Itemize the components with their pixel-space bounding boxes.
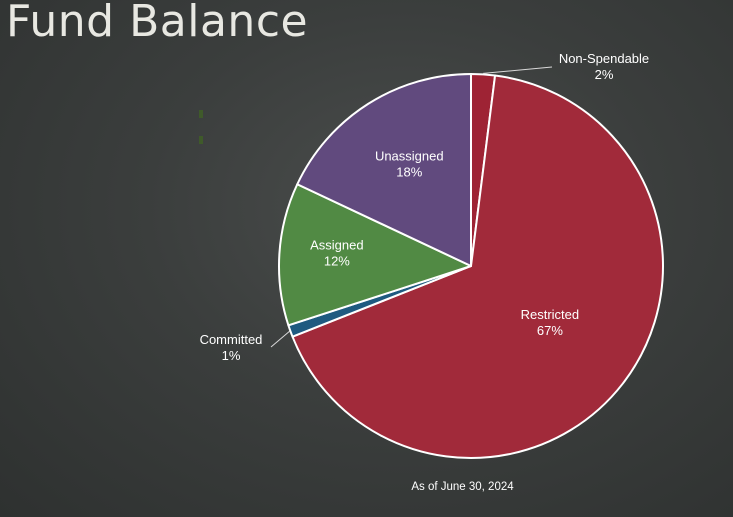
slice-label-non-spendable: Non-Spendable — [559, 51, 649, 66]
leader-line-non-spendable — [483, 66, 553, 74]
slice-percent-committed: 1% — [222, 348, 241, 363]
pie-slices — [278, 73, 664, 459]
bullet-marker-1 — [199, 110, 203, 118]
slice-label-assigned: Assigned — [310, 238, 363, 253]
pie-slice-assigned — [278, 183, 472, 327]
slice-percent-restricted: 67% — [537, 323, 563, 338]
chart-footnote: As of June 30, 2024 — [411, 481, 514, 493]
leader-line-committed — [270, 330, 290, 348]
pie-slice-restricted — [291, 74, 664, 459]
slide-title: Fund Balance — [6, 0, 309, 47]
slice-percent-unassigned: 18% — [396, 165, 422, 180]
slice-label-committed: Committed — [200, 332, 263, 347]
pie-slice-unassigned — [296, 73, 472, 267]
bullet-marker-2 — [199, 136, 203, 144]
slice-label-unassigned: Unassigned — [375, 149, 444, 164]
slice-percent-assigned: 12% — [324, 254, 350, 269]
slice-percent-non-spendable: 2% — [595, 67, 614, 82]
slice-label-restricted: Restricted — [521, 307, 580, 322]
